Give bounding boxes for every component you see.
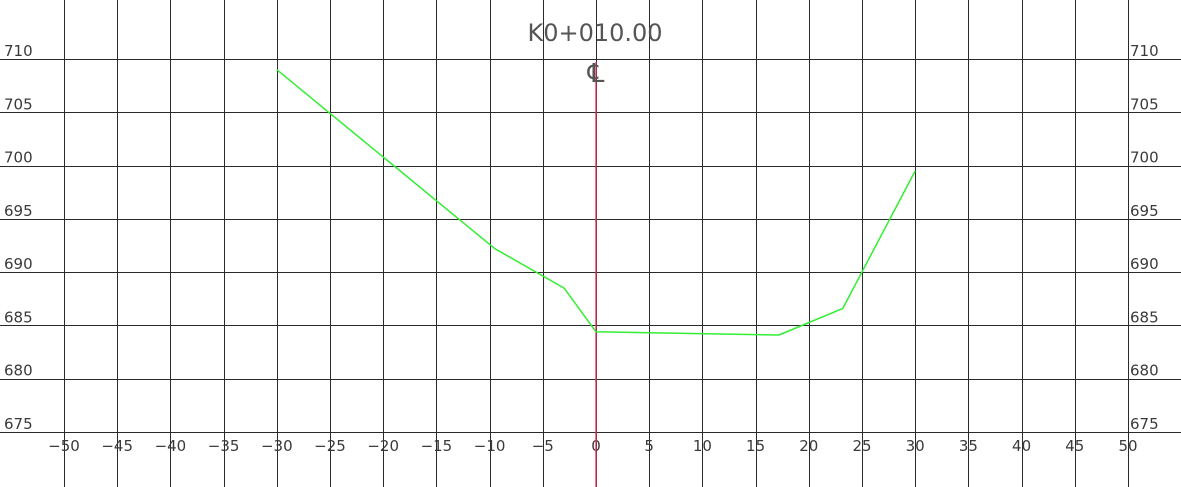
y-tick-label-right: 685 bbox=[1130, 308, 1159, 326]
x-tick-label: −20 bbox=[367, 437, 399, 455]
y-tick-label-right: 680 bbox=[1130, 362, 1159, 380]
y-tick-label-left: 675 bbox=[4, 415, 33, 433]
y-tick-label-right: 710 bbox=[1130, 42, 1159, 60]
y-tick-label-left: 700 bbox=[4, 149, 33, 167]
x-tick-label: 45 bbox=[1065, 437, 1084, 455]
x-tick-label: −15 bbox=[421, 437, 453, 455]
x-tick-label: 25 bbox=[852, 437, 871, 455]
x-tick-label: −30 bbox=[261, 437, 293, 455]
x-tick-label: 5 bbox=[644, 437, 654, 455]
x-tick-label: −10 bbox=[474, 437, 506, 455]
x-tick-label: 20 bbox=[799, 437, 818, 455]
y-tick-label-right: 690 bbox=[1130, 255, 1159, 273]
x-tick-label: 50 bbox=[1118, 437, 1137, 455]
y-tick-label-left: 680 bbox=[4, 362, 33, 380]
x-tick-label: −25 bbox=[314, 437, 346, 455]
y-tick-label-right: 700 bbox=[1130, 149, 1159, 167]
y-tick-label-left: 685 bbox=[4, 308, 33, 326]
x-tick-label: 40 bbox=[1012, 437, 1031, 455]
x-tick-label: −50 bbox=[48, 437, 80, 455]
y-tick-label-right: 705 bbox=[1130, 95, 1159, 113]
x-tick-label: 10 bbox=[693, 437, 712, 455]
centerline-symbol: ℄ bbox=[587, 59, 605, 89]
tick-labels: −50−45−40−35−30−25−20−15−10−505101520253… bbox=[4, 42, 1159, 455]
y-tick-label-left: 710 bbox=[4, 42, 33, 60]
x-tick-label: 35 bbox=[959, 437, 978, 455]
x-tick-label: −40 bbox=[155, 437, 187, 455]
x-tick-label: −35 bbox=[208, 437, 240, 455]
y-tick-label-right: 675 bbox=[1130, 415, 1159, 433]
x-tick-label: 15 bbox=[746, 437, 765, 455]
chart-title: K0+010.00 bbox=[527, 19, 662, 47]
y-tick-label-right: 695 bbox=[1130, 202, 1159, 220]
x-tick-label: 30 bbox=[906, 437, 925, 455]
y-tick-label-left: 695 bbox=[4, 202, 33, 220]
x-tick-label: −45 bbox=[101, 437, 133, 455]
y-tick-label-left: 690 bbox=[4, 255, 33, 273]
y-tick-label-left: 705 bbox=[4, 95, 33, 113]
ground-profile bbox=[276, 69, 916, 336]
x-tick-label: −5 bbox=[532, 437, 554, 455]
series-line bbox=[276, 69, 916, 336]
